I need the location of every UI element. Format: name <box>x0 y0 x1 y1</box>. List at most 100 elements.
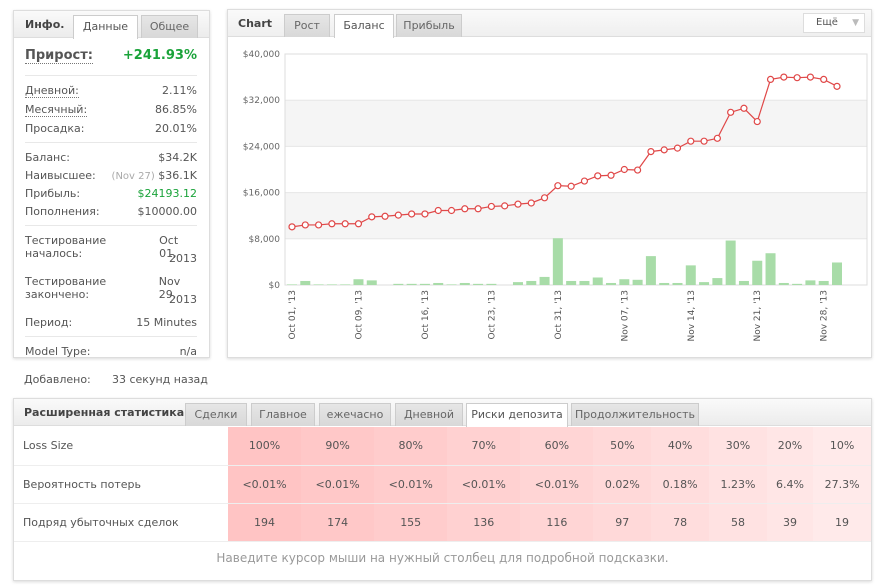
risk-cell[interactable]: 90% <box>301 427 375 466</box>
profit-bar <box>805 280 816 285</box>
plot-border <box>284 53 868 286</box>
profit-bar <box>340 284 351 285</box>
risk-cell[interactable]: 78 <box>651 503 710 542</box>
gain-label: Прирост: <box>25 48 93 64</box>
profit-bar <box>685 265 696 285</box>
risk-cell[interactable]: <0.01% <box>228 465 302 504</box>
risk-cell[interactable]: 136 <box>447 503 521 542</box>
tab-profit[interactable]: Прибыль <box>396 14 462 37</box>
balance-point <box>434 206 442 215</box>
test-end-year: 2013 <box>169 293 197 306</box>
profit-bar <box>459 282 470 285</box>
balance-point <box>833 82 841 90</box>
balance-point <box>820 75 828 84</box>
risk-cell[interactable]: 58 <box>709 503 767 542</box>
model-type-label: Model Type: <box>25 345 91 358</box>
risk-cell[interactable]: 70% <box>447 427 521 466</box>
risk-cell[interactable]: 80% <box>374 427 448 466</box>
info-header: Инфо. Данные Общее <box>14 11 209 39</box>
tab-duration[interactable]: Продолжительность <box>571 403 699 426</box>
risk-cell[interactable]: 1.23% <box>709 465 767 504</box>
tab-growth[interactable]: Рост <box>284 14 330 37</box>
risk-cell[interactable]: 27.3% <box>813 465 871 504</box>
balance-point <box>580 177 589 185</box>
chart-panel: Chart Рост Баланс Прибыль Ещё ▼ $0 $8,000 $… <box>227 9 872 358</box>
drawdown-label: Просадка: <box>25 122 85 135</box>
monthly-label: Месячный: <box>25 103 88 117</box>
balance-point <box>487 202 495 211</box>
test-start-label: Тестирование началось: <box>25 234 107 260</box>
risk-cell[interactable]: 97 <box>593 503 652 542</box>
balance-label: Баланс: <box>25 151 71 164</box>
balance-chart: $0 $8,000 $16,000 $24,000 $32,000 $40,000 Oct … <box>243 50 868 342</box>
risk-cell[interactable]: <0.01% <box>447 465 521 504</box>
risk-cell[interactable]: 39 <box>766 503 814 542</box>
risk-cell[interactable]: 116 <box>520 503 594 542</box>
x-tick-label: Oct 01, '13 <box>288 290 298 340</box>
x-tick-label: Nov 21, '13 <box>753 290 763 342</box>
balance-point <box>314 221 323 229</box>
balance-point <box>394 211 402 219</box>
profit-bar <box>619 279 630 285</box>
added-label: Добавлено: <box>24 373 91 386</box>
risk-cell[interactable]: 0.02% <box>593 465 652 504</box>
risk-cell[interactable]: 30% <box>709 427 767 466</box>
balance-point <box>447 206 456 215</box>
profit-bar <box>818 280 829 285</box>
risk-cell[interactable]: 174 <box>301 503 375 542</box>
more-dropdown[interactable]: Ещё ▼ <box>803 13 865 33</box>
balance-point <box>368 213 376 221</box>
balance-point <box>727 108 735 116</box>
row-label: Вероятность потерь <box>14 465 228 504</box>
chevron-down-icon: ▼ <box>852 18 859 28</box>
tab-summary[interactable]: Главное <box>251 403 315 426</box>
tab-balance[interactable]: Баланс <box>334 14 394 38</box>
y-tick-label: $16,000 <box>243 189 280 199</box>
profit-bar <box>632 279 643 285</box>
risk-cell[interactable]: <0.01% <box>520 465 594 504</box>
risk-cell[interactable]: 0.18% <box>651 465 710 504</box>
risk-cell[interactable]: 50% <box>593 427 652 466</box>
deposits-value: $10000.00 <box>137 205 198 218</box>
profit-bar <box>419 283 430 285</box>
balance-point <box>687 137 695 145</box>
balance-point <box>766 75 775 84</box>
profit-bar <box>313 284 324 285</box>
period-label: Период: <box>25 316 73 329</box>
tab-data[interactable]: Данные <box>73 15 138 39</box>
info-title: Инфо. <box>25 18 65 31</box>
profit-label: Прибыль: <box>25 187 81 200</box>
risk-cell[interactable]: 60% <box>520 427 594 466</box>
risk-cell[interactable]: 10% <box>813 427 871 466</box>
risk-cell[interactable]: 19 <box>813 503 871 542</box>
balance-point <box>634 166 642 174</box>
risk-cell[interactable]: 20% <box>766 427 814 466</box>
profit-bar <box>353 279 364 285</box>
table-row: Вероятность потерь <0.01% <0.01% <0.01% <0.0… <box>14 465 871 504</box>
profit-bar <box>672 282 683 285</box>
tab-deposit-risks[interactable]: Риски депозита <box>466 403 568 427</box>
balance-point <box>740 104 748 112</box>
balance-point <box>408 210 416 218</box>
balance-point <box>806 73 815 81</box>
tab-general[interactable]: Общее <box>141 15 198 38</box>
profit-bar <box>645 256 656 285</box>
risk-cell[interactable]: 194 <box>228 503 302 542</box>
tab-daily[interactable]: Дневной <box>395 403 463 426</box>
daily-label: Дневной: <box>25 84 79 98</box>
tab-hourly[interactable]: ежечасно <box>319 403 391 426</box>
tab-trades[interactable]: Сделки <box>185 403 247 426</box>
balance-point <box>514 200 522 208</box>
risk-cell[interactable]: 40% <box>651 427 710 466</box>
risk-cell[interactable]: 155 <box>374 503 448 542</box>
balance-point <box>660 146 668 154</box>
advanced-stats-panel: Расширенная статистика Сделки Главное еж… <box>13 398 872 581</box>
risk-cell[interactable]: <0.01% <box>374 465 448 504</box>
risk-cell[interactable]: 100% <box>228 427 302 466</box>
risk-cell[interactable]: 6.4% <box>766 465 814 504</box>
balance-point <box>567 182 575 190</box>
profit-bar <box>406 283 417 285</box>
profit-value: $24193.12 <box>137 187 198 200</box>
risk-cell[interactable]: <0.01% <box>301 465 375 504</box>
drawdown-value: 20.01% <box>155 122 197 135</box>
